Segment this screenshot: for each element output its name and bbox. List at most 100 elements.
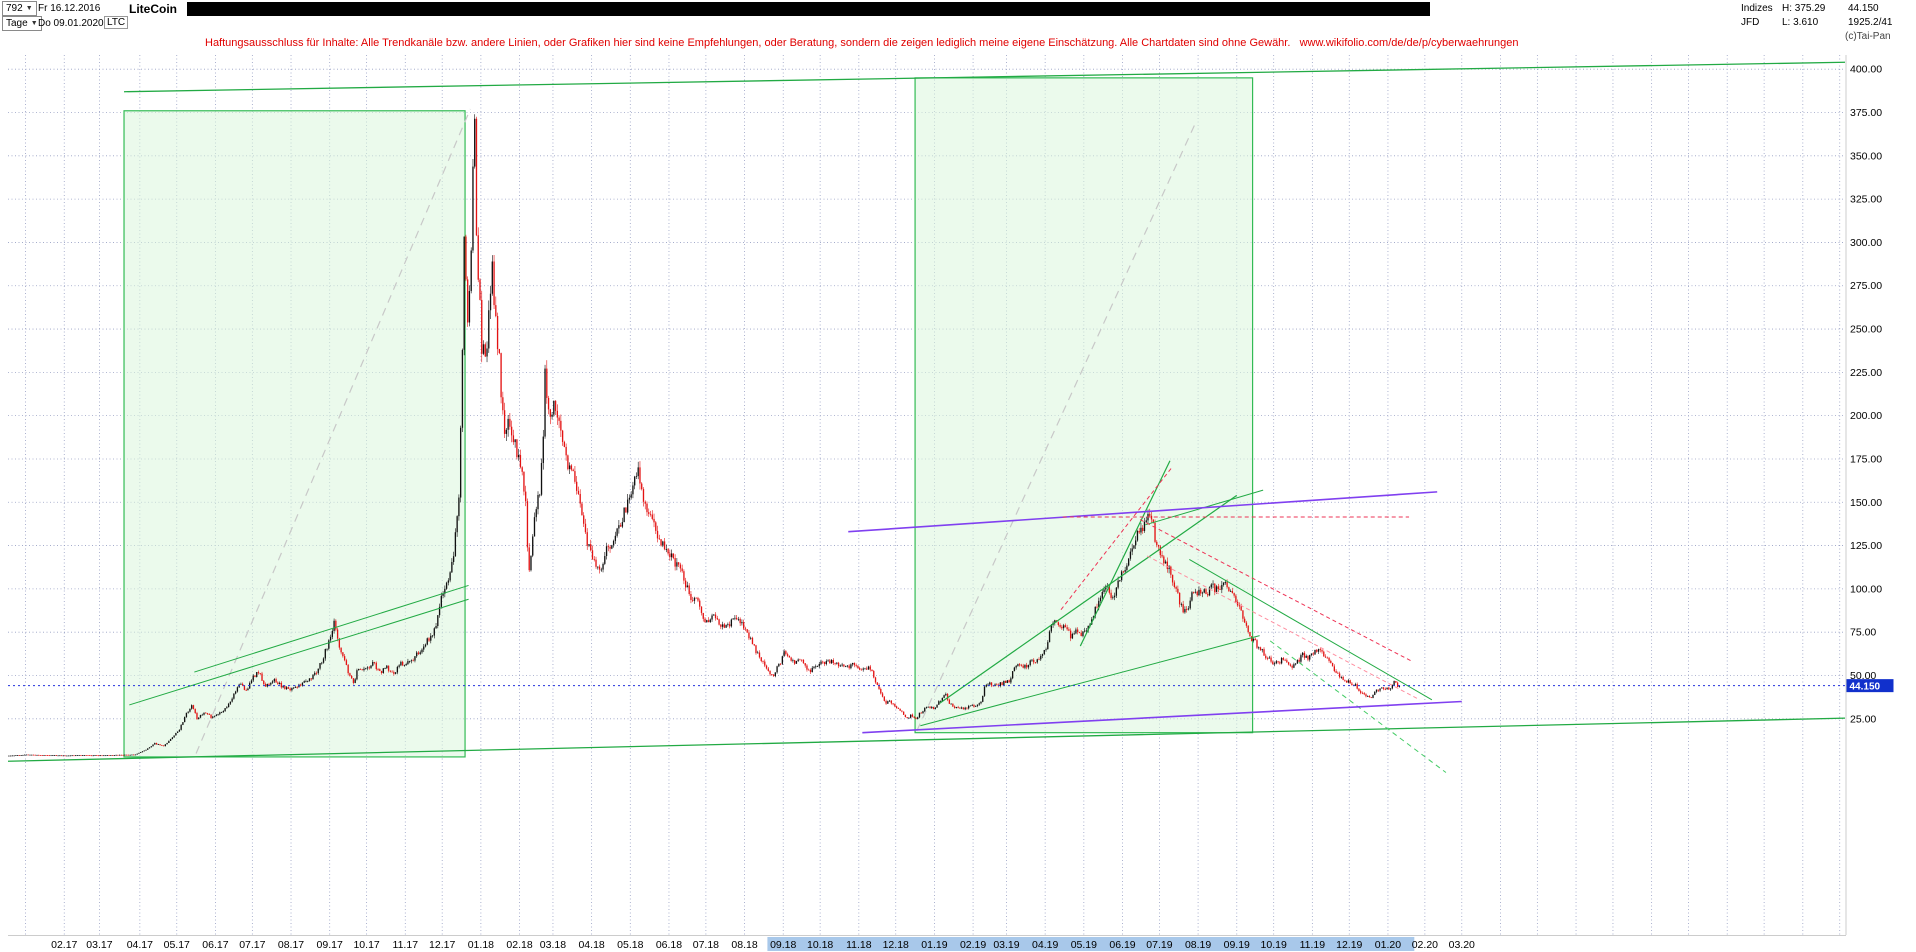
candle-body xyxy=(8,755,10,757)
candle-body xyxy=(103,755,105,757)
candle-body xyxy=(568,465,571,470)
candle-body xyxy=(1238,605,1241,607)
candle-body xyxy=(931,706,933,708)
candle-body xyxy=(329,636,332,641)
candle-body xyxy=(1275,661,1277,664)
candle-body xyxy=(191,705,193,709)
trend-line[interactable] xyxy=(862,700,1462,734)
candle-body xyxy=(1252,638,1255,641)
candle-body xyxy=(955,707,958,708)
candle-body xyxy=(52,755,54,757)
trend-line[interactable] xyxy=(1189,559,1433,701)
candle-body xyxy=(699,600,701,607)
candle-body xyxy=(635,476,638,477)
candle-body xyxy=(271,681,274,683)
candle-body xyxy=(685,580,687,588)
candle-body xyxy=(857,665,859,669)
indices-menu[interactable]: Indizes xyxy=(1741,3,1773,14)
candle-body xyxy=(208,714,210,715)
candle-body xyxy=(892,703,894,705)
candle-body xyxy=(563,441,566,447)
candle-body xyxy=(1344,679,1346,681)
candle-body xyxy=(97,755,100,757)
trend-line[interactable] xyxy=(124,61,1846,93)
candle-body xyxy=(614,535,617,541)
candle-body xyxy=(117,754,119,756)
candle-body xyxy=(732,618,734,620)
candle-body xyxy=(1047,642,1049,650)
candle-body xyxy=(1354,684,1357,686)
candle-body xyxy=(1282,658,1285,660)
candle-body xyxy=(27,754,29,756)
trend-line[interactable] xyxy=(7,717,1846,762)
candle-body xyxy=(1391,684,1394,689)
candle-body xyxy=(36,754,38,756)
trend-line[interactable] xyxy=(939,494,1238,704)
candle-body xyxy=(1201,592,1204,594)
candle-body xyxy=(669,553,671,558)
candle-body xyxy=(1203,589,1205,593)
candle-body xyxy=(1375,689,1378,692)
candle-body xyxy=(240,683,242,685)
candle-body xyxy=(148,747,151,749)
candle-body xyxy=(1293,664,1295,668)
candle-body xyxy=(860,669,863,671)
candle-body xyxy=(217,714,219,716)
candle-body xyxy=(737,618,740,620)
candle-body xyxy=(69,755,72,757)
candle-body xyxy=(1214,583,1216,593)
candle-body xyxy=(989,682,991,685)
candle-body xyxy=(1342,676,1344,680)
candle-body xyxy=(57,755,59,757)
candle-body xyxy=(641,483,643,490)
bars-count-dropdown[interactable]: 792 ▼ xyxy=(2,1,37,16)
month-label: 07.18 xyxy=(693,939,719,951)
candle-body xyxy=(801,659,803,661)
candle-body xyxy=(658,538,660,540)
candle-body xyxy=(277,682,279,685)
trend-line[interactable] xyxy=(194,584,469,673)
annotation-box[interactable] xyxy=(914,77,1254,734)
candle-body xyxy=(1261,649,1263,651)
candle-body xyxy=(1389,688,1392,690)
annotation-box[interactable] xyxy=(123,110,466,758)
candle-body xyxy=(1133,545,1135,549)
candle-body xyxy=(1066,627,1068,630)
candle-body xyxy=(1085,630,1088,632)
candle-body xyxy=(503,410,506,434)
candle-body xyxy=(1166,561,1168,570)
candle-body xyxy=(407,661,409,665)
trend-line[interactable] xyxy=(1139,519,1413,663)
candle-body xyxy=(157,744,159,745)
trend-line[interactable] xyxy=(195,108,471,754)
candle-body xyxy=(1001,682,1003,685)
trend-line[interactable] xyxy=(920,635,1260,727)
candle-body xyxy=(952,703,954,707)
period-dropdown[interactable]: Tage ▼ xyxy=(2,16,42,31)
candle-body xyxy=(1145,520,1147,522)
chevron-down-icon: ▼ xyxy=(30,20,38,27)
candle-body xyxy=(945,693,947,696)
month-label: 11.18 xyxy=(846,939,872,951)
trend-line[interactable] xyxy=(129,598,469,706)
candle-body xyxy=(793,660,796,664)
candle-body xyxy=(220,712,223,713)
trend-line[interactable] xyxy=(1079,460,1171,647)
symbol-badge[interactable]: LTC xyxy=(104,16,129,29)
candle-body xyxy=(1157,544,1160,547)
candle-body xyxy=(818,663,820,667)
trend-line[interactable] xyxy=(1146,555,1420,701)
candle-body xyxy=(1003,680,1005,685)
candle-body xyxy=(1305,655,1307,658)
candle-body xyxy=(59,755,61,757)
trend-line[interactable] xyxy=(848,491,1438,533)
candle-body xyxy=(839,665,842,667)
candle-body xyxy=(122,754,124,756)
trend-line[interactable] xyxy=(1060,467,1173,610)
candle-body xyxy=(106,755,108,756)
candle-body xyxy=(1159,546,1161,556)
candle-body xyxy=(781,656,784,664)
candle-body xyxy=(1173,582,1176,587)
candle-body xyxy=(755,645,757,654)
